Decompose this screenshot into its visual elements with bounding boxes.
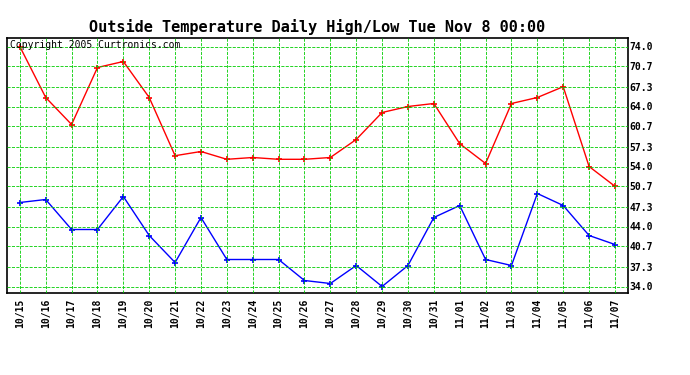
Text: Copyright 2005 Curtronics.com: Copyright 2005 Curtronics.com [10, 40, 180, 50]
Title: Outside Temperature Daily High/Low Tue Nov 8 00:00: Outside Temperature Daily High/Low Tue N… [89, 19, 546, 35]
